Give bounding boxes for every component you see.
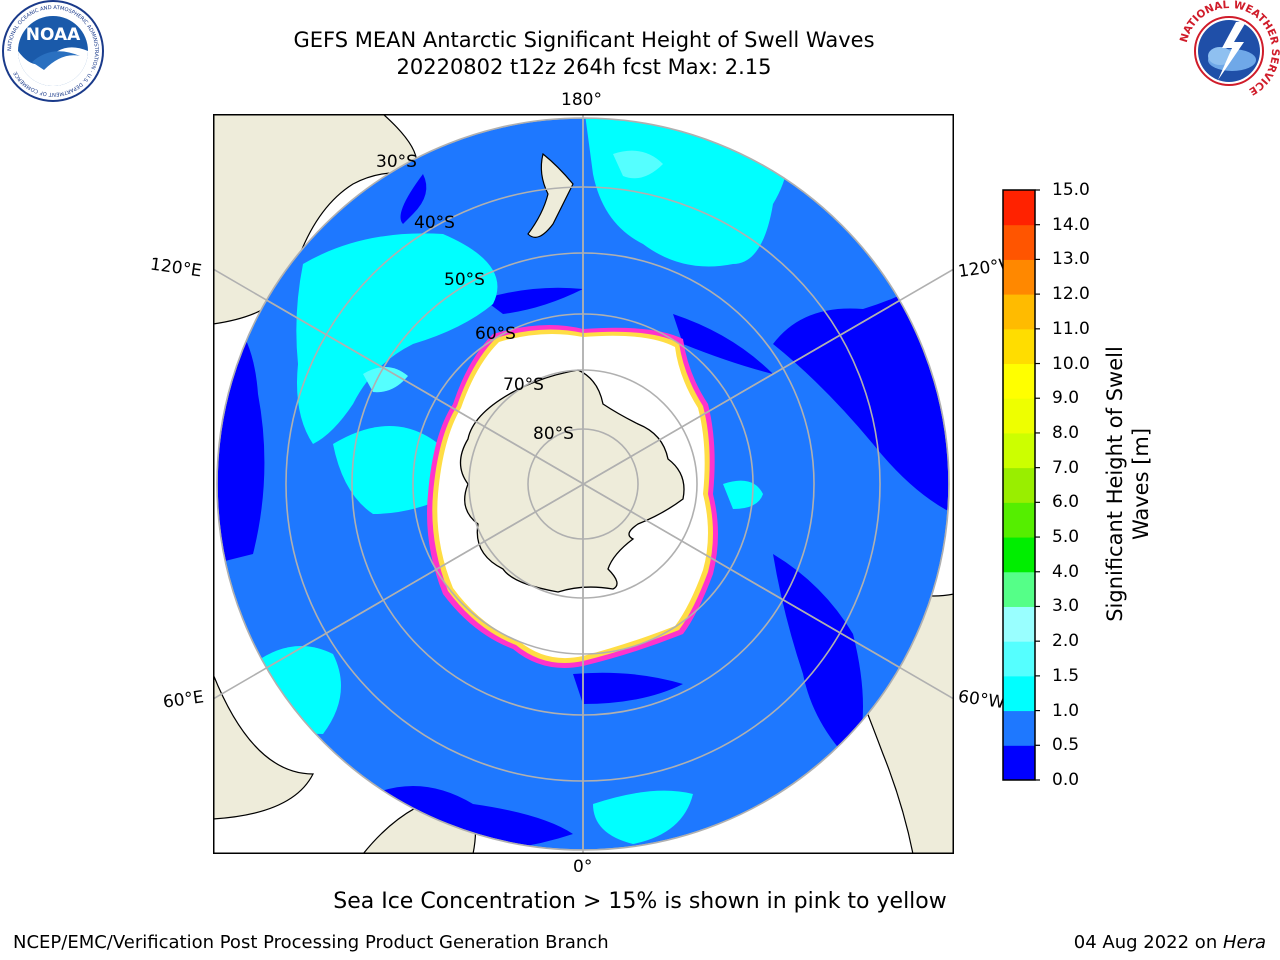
colorbar-swatch [1003,606,1035,642]
polar-map [213,114,954,854]
lon-label-120e: 120°E [148,254,203,282]
colorbar-tick-label: 2.0 [1052,631,1080,652]
colorbar [1002,189,1042,786]
colorbar-tick-label: 10.0 [1052,353,1090,374]
map-subtitle: 20220802 t12z 264h fcst Max: 2.15 [396,55,772,79]
colorbar-swatch [1003,363,1035,399]
antarctica-land [459,369,685,593]
noaa-logo: NOAA NATIONAL OCEANIC AND ATMOSPHERIC AD… [2,0,104,102]
colorbar-tick-label: 0.5 [1052,735,1080,756]
map-title: GEFS MEAN Antarctic Significant Height o… [293,28,875,52]
colorbar-swatch [1003,398,1035,434]
colorbar-tick-label: 6.0 [1052,492,1080,513]
footer-date: 04 Aug 2022 on Hera [1074,932,1266,953]
colorbar-label-line1: Significant Height of Swell [1103,346,1127,622]
colorbar-swatch [1003,710,1035,746]
lon-label-0: 0° [573,857,593,877]
footer-date-text: 04 Aug 2022 on [1073,932,1223,953]
colorbar-tick-label: 15.0 [1052,180,1090,200]
colorbar-tick-label: 1.5 [1052,665,1080,686]
colorbar-swatch [1003,432,1035,469]
lat-label-70s: 70°S [503,375,544,395]
footer-credit: NCEP/EMC/Verification Post Processing Pr… [13,932,609,953]
colorbar-tick-label: 1.0 [1052,700,1080,721]
colorbar-tick-label: 8.0 [1052,422,1080,443]
colorbar-label-line2: Waves [m] [1129,427,1153,541]
footer-machine: Hera [1222,932,1266,953]
colorbar-tick-label: 11.0 [1052,318,1090,339]
colorbar-tick-label: 7.0 [1052,457,1080,478]
lat-label-30s: 30°S [376,152,417,172]
colorbar-swatch [1003,571,1035,607]
colorbar-swatch [1003,502,1035,538]
colorbar-swatch [1003,467,1035,503]
colorbar-swatch [1003,328,1035,365]
colorbar-tick-label: 12.0 [1052,284,1090,305]
colorbar-swatch [1003,641,1035,677]
lat-label-40s: 40°S [414,213,455,233]
lat-label-60s: 60°S [475,324,516,344]
colorbar-tick-label: 0.0 [1052,770,1080,790]
colorbar-tick-label: 5.0 [1052,527,1080,548]
colorbar-swatch [1003,537,1035,573]
map-border [213,114,954,854]
colorbar-border [1002,189,1036,781]
lat-label-50s: 50°S [444,270,485,290]
colorbar-swatch [1003,259,1035,295]
colorbar-tick-label: 14.0 [1052,214,1090,235]
nws-logo: NATIONAL WEATHER SERVICE [1178,0,1280,102]
noaa-logo-text: NOAA [26,25,81,45]
lon-label-180: 180° [561,90,602,110]
lon-label-60w: 60°W [956,686,1007,714]
colorbar-tick-label: 3.0 [1052,596,1080,617]
sea-ice-note: Sea Ice Concentration > 15% is shown in … [333,889,947,914]
colorbar-swatch [1003,190,1035,226]
colorbar-tick-label: 4.0 [1052,561,1080,582]
colorbar-swatch [1003,675,1035,712]
colorbar-swatch [1003,745,1035,781]
lon-label-60e: 60°E [161,687,206,713]
colorbar-tick-label: 13.0 [1052,249,1090,270]
colorbar-swatch [1003,294,1035,330]
colorbar-swatch [1003,224,1035,260]
new-zealand [527,152,574,238]
lat-label-80s: 80°S [533,424,574,444]
colorbar-tick-label: 9.0 [1052,388,1080,409]
